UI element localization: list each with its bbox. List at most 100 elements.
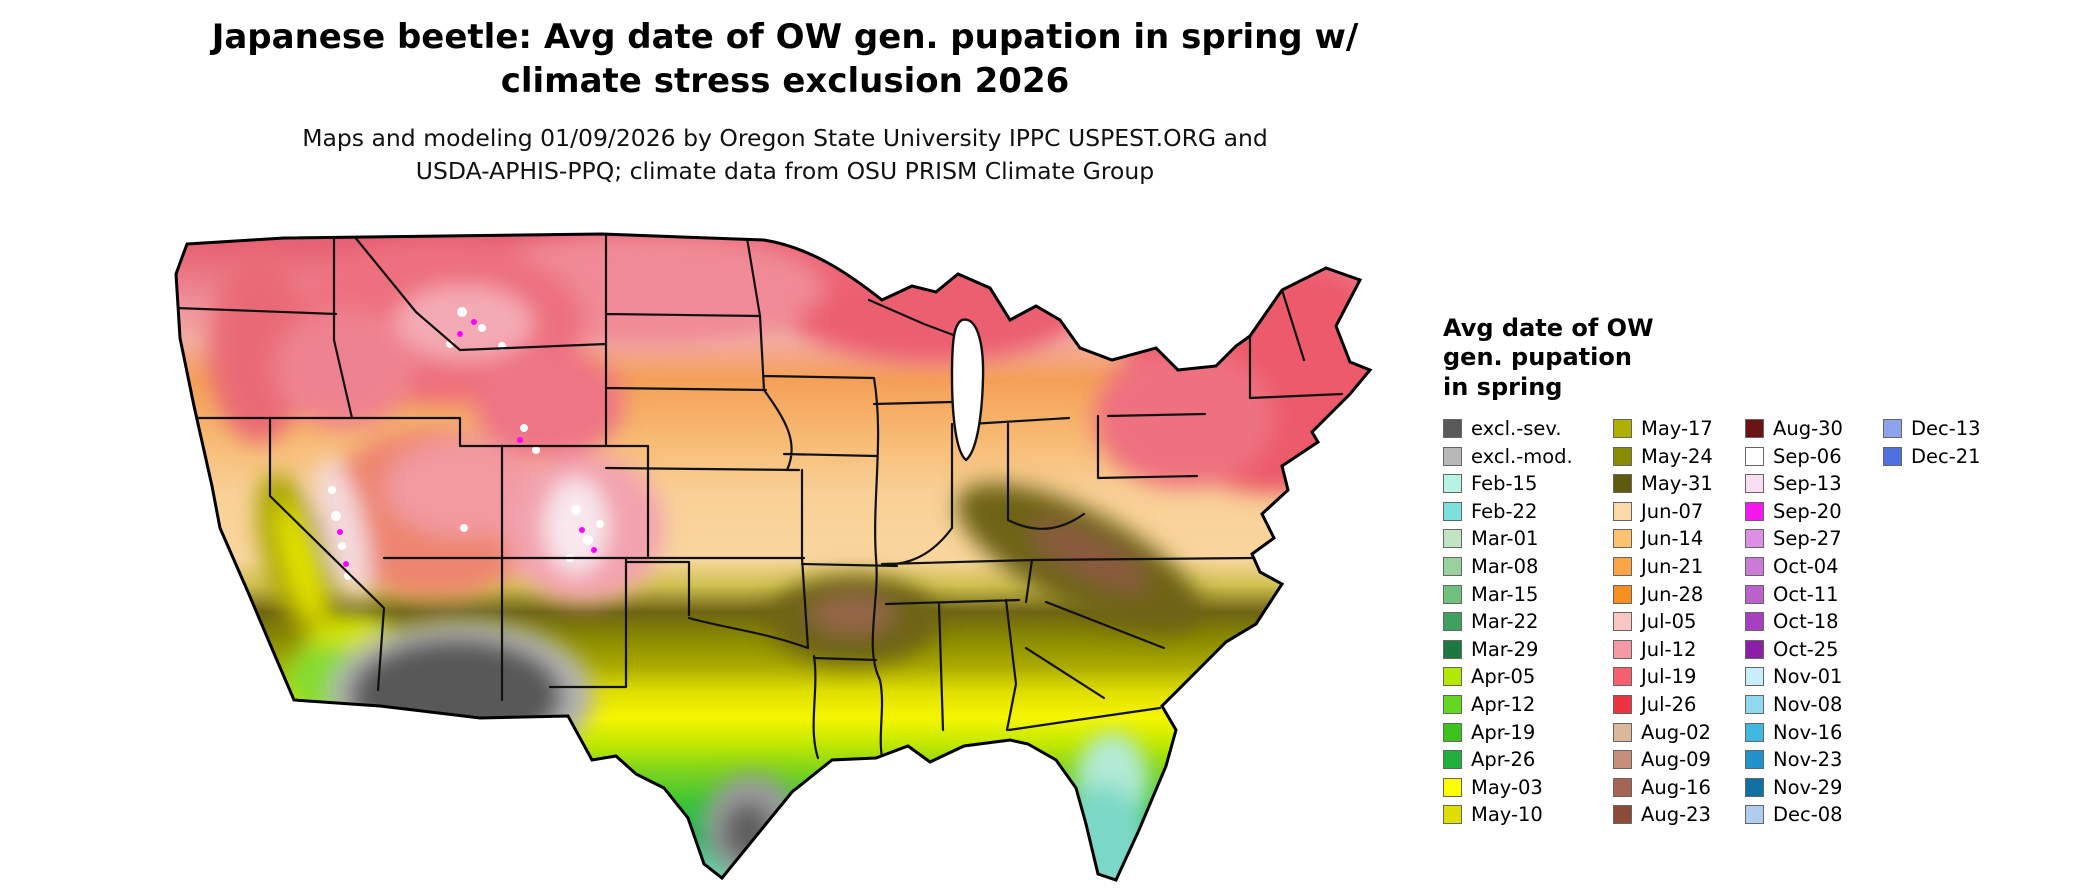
legend-label: May-17 xyxy=(1641,417,1713,441)
legend-columns: excl.-sev. excl.-mod. Feb-15 Feb-22 Mar-01 Ma… xyxy=(1443,415,2083,829)
legend-label: excl.-sev. xyxy=(1471,417,1562,441)
legend-swatch xyxy=(1613,612,1632,632)
legend-label: Oct-11 xyxy=(1773,582,1839,606)
legend-entry: Oct-04 xyxy=(1745,553,1883,581)
legend-entry: excl.-mod. xyxy=(1443,442,1613,470)
legend-entry: Feb-15 xyxy=(1443,470,1613,498)
legend-swatch xyxy=(1613,777,1632,797)
legend-entry: Sep-06 xyxy=(1745,442,1883,470)
title-line-2: climate stress exclusion 2026 xyxy=(500,60,1070,101)
legend-label: Mar-22 xyxy=(1471,610,1539,634)
legend-entry: Aug-16 xyxy=(1613,774,1745,802)
legend-entry: Mar-29 xyxy=(1443,636,1613,664)
legend-label: May-03 xyxy=(1471,775,1543,799)
legend-entry: May-03 xyxy=(1443,774,1613,802)
legend-entry: Apr-05 xyxy=(1443,663,1613,691)
legend-swatch xyxy=(1613,695,1632,715)
legend-label: Aug-09 xyxy=(1641,748,1711,772)
legend-entry: Oct-11 xyxy=(1745,580,1883,608)
legend-entry: Aug-09 xyxy=(1613,746,1745,774)
legend-label: Feb-15 xyxy=(1471,472,1538,496)
legend-swatch xyxy=(1613,446,1632,466)
legend-label: Nov-23 xyxy=(1773,748,1843,772)
legend-swatch xyxy=(1613,722,1632,742)
legend-swatch xyxy=(1443,501,1462,521)
legend-entry: Nov-23 xyxy=(1745,746,1883,774)
map-fill-layer xyxy=(176,234,1370,880)
legend-label: Jul-19 xyxy=(1641,665,1697,689)
legend-swatch xyxy=(1613,584,1632,604)
legend-entry: Mar-08 xyxy=(1443,553,1613,581)
legend-entry: Dec-21 xyxy=(1883,442,1993,470)
legend-label: Aug-23 xyxy=(1641,803,1711,827)
legend-swatch xyxy=(1613,639,1632,659)
legend: Avg date of OW gen. pupation in spring e… xyxy=(1443,314,2083,829)
legend-swatch xyxy=(1443,584,1462,604)
legend-entry: Oct-25 xyxy=(1745,636,1883,664)
legend-entry: Aug-23 xyxy=(1613,801,1745,829)
legend-entry: Dec-13 xyxy=(1883,415,1993,443)
legend-label: May-10 xyxy=(1471,803,1543,827)
legend-label: Nov-16 xyxy=(1773,720,1843,744)
legend-swatch xyxy=(1443,777,1462,797)
legend-label: Feb-22 xyxy=(1471,499,1538,523)
legend-title-line-2: gen. pupation xyxy=(1443,343,1632,372)
legend-entry: Feb-22 xyxy=(1443,498,1613,526)
legend-label: Apr-26 xyxy=(1471,748,1536,772)
legend-swatch xyxy=(1745,501,1764,521)
legend-entry: Mar-15 xyxy=(1443,580,1613,608)
state-borders xyxy=(176,234,1344,770)
lake-michigan xyxy=(950,318,985,462)
legend-swatch xyxy=(1443,529,1462,549)
legend-label: Jul-05 xyxy=(1641,610,1697,634)
legend-swatch xyxy=(1745,750,1764,770)
legend-swatch xyxy=(1745,695,1764,715)
legend-label: Dec-13 xyxy=(1911,417,1981,441)
legend-entry: Nov-08 xyxy=(1745,691,1883,719)
legend-label: Mar-29 xyxy=(1471,637,1539,661)
legend-swatch xyxy=(1443,695,1462,715)
legend-label: Nov-29 xyxy=(1773,775,1843,799)
legend-column: excl.-sev. excl.-mod. Feb-15 Feb-22 Mar-01 Ma… xyxy=(1443,415,1613,829)
legend-label: Apr-12 xyxy=(1471,693,1536,717)
legend-label: Apr-05 xyxy=(1471,665,1536,689)
legend-label: May-24 xyxy=(1641,444,1713,468)
legend-entry: Sep-27 xyxy=(1745,525,1883,553)
legend-label: Jun-28 xyxy=(1641,582,1704,606)
legend-swatch xyxy=(1745,667,1764,687)
legend-swatch xyxy=(1613,474,1632,494)
legend-label: Dec-21 xyxy=(1911,444,1981,468)
legend-entry: Nov-01 xyxy=(1745,663,1883,691)
legend-swatch xyxy=(1883,446,1902,466)
legend-entry: May-17 xyxy=(1613,415,1745,443)
legend-swatch xyxy=(1745,722,1764,742)
legend-swatch xyxy=(1443,750,1462,770)
legend-label: excl.-mod. xyxy=(1471,444,1573,468)
us-map xyxy=(164,228,1404,890)
legend-label: Oct-25 xyxy=(1773,637,1839,661)
legend-label: Oct-18 xyxy=(1773,610,1839,634)
legend-entry: Dec-08 xyxy=(1745,801,1883,829)
legend-title-line-3: in spring xyxy=(1443,372,1563,401)
legend-entry: Apr-26 xyxy=(1443,746,1613,774)
legend-swatch xyxy=(1443,612,1462,632)
legend-label: Jun-21 xyxy=(1641,555,1704,579)
subtitle-line-1: Maps and modeling 01/09/2026 by Oregon S… xyxy=(302,124,1268,152)
legend-label: Sep-27 xyxy=(1773,527,1842,551)
legend-swatch xyxy=(1745,474,1764,494)
legend-entry: Nov-29 xyxy=(1745,774,1883,802)
legend-swatch xyxy=(1745,777,1764,797)
legend-entry: Jul-26 xyxy=(1613,691,1745,719)
legend-entry: Jun-14 xyxy=(1613,525,1745,553)
legend-entry: May-10 xyxy=(1443,801,1613,829)
legend-entry: Oct-18 xyxy=(1745,608,1883,636)
legend-swatch xyxy=(1443,474,1462,494)
legend-entry: Sep-20 xyxy=(1745,498,1883,526)
legend-label: Nov-08 xyxy=(1773,693,1843,717)
legend-label: Apr-19 xyxy=(1471,720,1536,744)
legend-column: Dec-13 Dec-21 xyxy=(1883,415,1993,829)
legend-swatch xyxy=(1613,750,1632,770)
legend-swatch xyxy=(1745,419,1764,439)
page-subtitle: Maps and modeling 01/09/2026 by Oregon S… xyxy=(170,122,1400,188)
